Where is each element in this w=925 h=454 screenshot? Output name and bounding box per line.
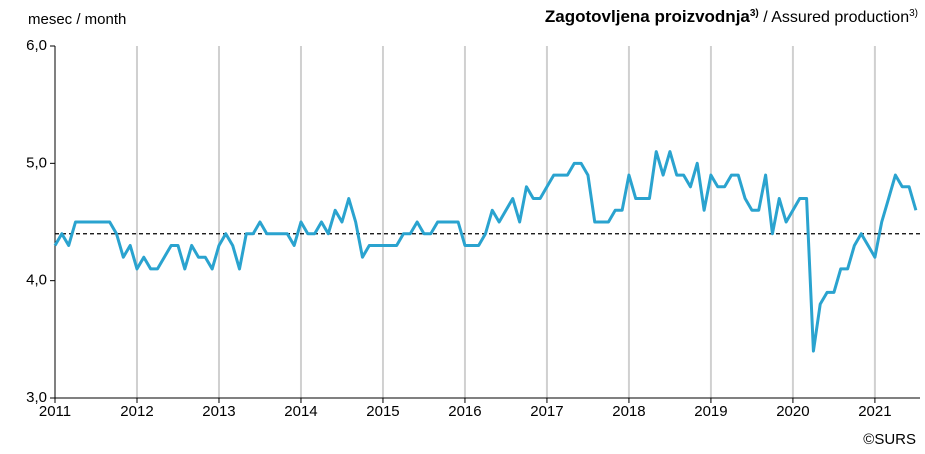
x-tick-label: 2017 xyxy=(530,403,563,420)
axis-label: mesec / month xyxy=(28,11,126,28)
x-tick-label: 2013 xyxy=(202,403,235,420)
x-tick-label: 2014 xyxy=(284,403,317,420)
y-tick-label: 3,0 xyxy=(26,389,47,406)
y-tick-label: 6,0 xyxy=(26,37,47,54)
x-tick-label: 2020 xyxy=(776,403,809,420)
x-tick-label: 2018 xyxy=(612,403,645,420)
x-tick-label: 2019 xyxy=(694,403,727,420)
source: ©SURS xyxy=(863,431,916,448)
x-tick-label: 2016 xyxy=(448,403,481,420)
title-note: 3) xyxy=(750,8,759,19)
x-tick-label: 2021 xyxy=(858,403,891,420)
y-tick-label: 5,0 xyxy=(26,154,47,171)
title-sub: / Assured production xyxy=(759,9,909,26)
y-tick-label: 4,0 xyxy=(26,272,47,289)
chart-title: Zagotovljena proizvodnja3) / Assured pro… xyxy=(545,7,918,26)
title-sub-note: 3) xyxy=(909,8,918,19)
x-tick-label: 2012 xyxy=(120,403,153,420)
x-tick-label: 2011 xyxy=(39,403,71,420)
title-main: Zagotovljena proizvodnja xyxy=(545,7,751,26)
data-line xyxy=(53,150,918,353)
x-tick-label: 2015 xyxy=(366,403,399,420)
